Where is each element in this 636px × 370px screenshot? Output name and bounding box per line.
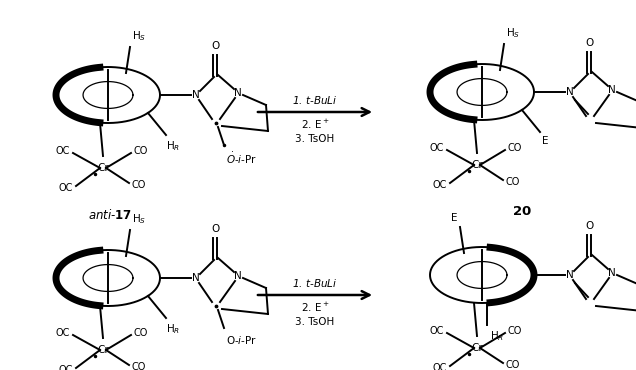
Text: Cr: Cr bbox=[471, 160, 483, 170]
Text: $\dot{O}$-$i$-Pr: $\dot{O}$-$i$-Pr bbox=[226, 151, 257, 166]
Text: Cr: Cr bbox=[97, 163, 109, 173]
Text: O: O bbox=[585, 221, 593, 231]
Text: E: E bbox=[542, 136, 548, 146]
Text: CO: CO bbox=[508, 326, 522, 336]
Text: CO: CO bbox=[506, 177, 520, 187]
Text: N: N bbox=[192, 90, 200, 100]
Text: OC: OC bbox=[430, 326, 444, 336]
Text: 3. TsOH: 3. TsOH bbox=[295, 134, 335, 144]
Text: $anti$-$\mathbf{17}$: $anti$-$\mathbf{17}$ bbox=[88, 208, 132, 222]
Text: $\mathbf{20}$: $\mathbf{20}$ bbox=[512, 205, 532, 218]
Text: H$_S$: H$_S$ bbox=[132, 29, 146, 43]
Text: N: N bbox=[608, 268, 616, 278]
Text: O: O bbox=[585, 38, 593, 48]
Text: N: N bbox=[234, 271, 242, 281]
Text: N: N bbox=[234, 88, 242, 98]
Text: H$_R$: H$_R$ bbox=[166, 322, 180, 336]
Text: Cr: Cr bbox=[97, 345, 109, 355]
Text: H$_S$: H$_S$ bbox=[506, 26, 520, 40]
Text: N: N bbox=[566, 270, 574, 280]
Text: 2. E$^+$: 2. E$^+$ bbox=[301, 118, 329, 131]
Text: OC: OC bbox=[59, 365, 73, 370]
Text: H$_R$: H$_R$ bbox=[166, 139, 180, 153]
Text: CO: CO bbox=[132, 180, 146, 190]
Text: OC: OC bbox=[59, 183, 73, 193]
Text: N: N bbox=[608, 85, 616, 95]
Text: OC: OC bbox=[55, 328, 70, 338]
Text: CO: CO bbox=[508, 143, 522, 153]
Text: H$_S$: H$_S$ bbox=[132, 212, 146, 226]
Text: N: N bbox=[192, 273, 200, 283]
Text: CO: CO bbox=[506, 360, 520, 370]
Text: OC: OC bbox=[430, 143, 444, 153]
Text: OC: OC bbox=[432, 363, 447, 370]
Text: CO: CO bbox=[134, 328, 148, 338]
Text: O: O bbox=[211, 224, 219, 234]
Text: OC: OC bbox=[55, 146, 70, 156]
Text: 1. $t$-BuLi: 1. $t$-BuLi bbox=[293, 277, 338, 289]
Text: OC: OC bbox=[432, 180, 447, 190]
Text: 1. $t$-BuLi: 1. $t$-BuLi bbox=[293, 94, 338, 106]
Text: H$_R$: H$_R$ bbox=[490, 329, 504, 343]
Text: 3. TsOH: 3. TsOH bbox=[295, 317, 335, 327]
Text: CO: CO bbox=[134, 146, 148, 156]
Text: N: N bbox=[566, 87, 574, 97]
Text: E: E bbox=[452, 213, 458, 223]
Text: 2. E$^+$: 2. E$^+$ bbox=[301, 301, 329, 314]
Text: Cr: Cr bbox=[471, 343, 483, 353]
Text: O-$i$-Pr: O-$i$-Pr bbox=[226, 334, 257, 346]
Text: CO: CO bbox=[132, 362, 146, 370]
Text: O: O bbox=[211, 41, 219, 51]
